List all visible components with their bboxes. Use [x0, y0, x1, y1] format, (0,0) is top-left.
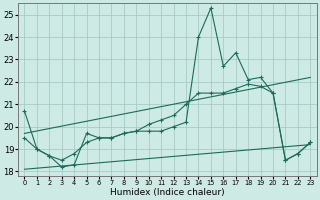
- X-axis label: Humidex (Indice chaleur): Humidex (Indice chaleur): [110, 188, 225, 197]
